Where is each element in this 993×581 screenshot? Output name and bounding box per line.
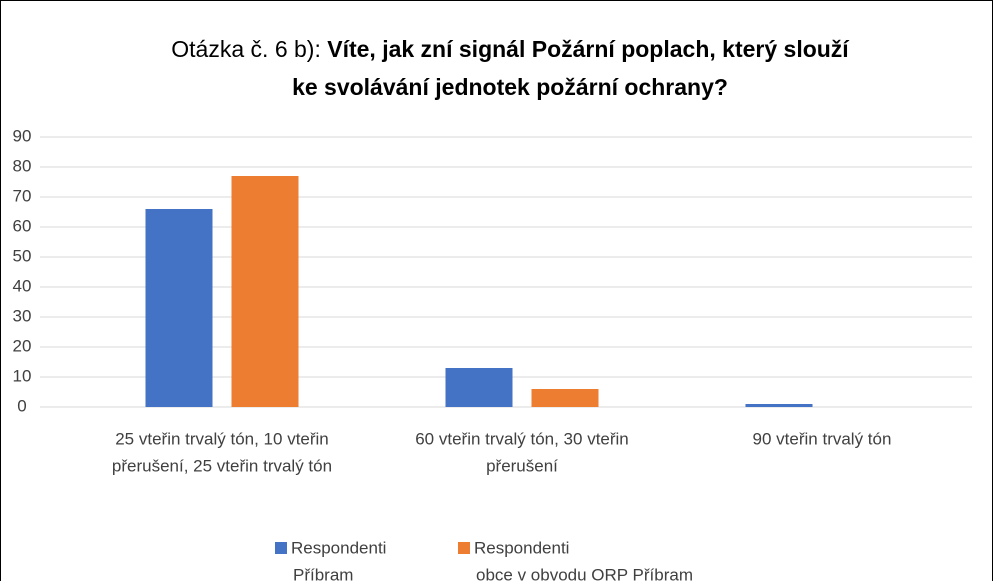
y-tick-label: 30 (13, 306, 32, 325)
chart-title: ke svolávání jednotek požární ochrany? (292, 74, 728, 100)
y-tick-label: 50 (13, 246, 32, 265)
y-tick-label: 80 (13, 156, 32, 175)
chart-title: Otázka č. 6 b): Víte, jak zní signál Pož… (171, 36, 850, 62)
title-prefix: Otázka č. 6 b): (171, 36, 321, 62)
y-tick-label: 70 (13, 186, 32, 205)
y-tick-label: 20 (13, 336, 32, 355)
title-line: Víte, jak zní signál Požární poplach, kt… (327, 36, 850, 62)
y-tick-label: 60 (13, 216, 32, 235)
legend-swatch (458, 542, 470, 554)
y-tick-label: 0 (17, 396, 26, 415)
y-tick-label: 10 (13, 366, 32, 385)
x-tick-label: přerušení, 25 vteřin trvalý tón (112, 456, 332, 475)
bar (145, 209, 213, 407)
x-tick-label: 60 vteřin trvalý tón, 30 vteřin (415, 429, 629, 448)
bar (445, 368, 513, 407)
bar (231, 176, 299, 407)
bar (531, 389, 599, 407)
y-tick-label: 90 (13, 126, 32, 145)
legend-swatch (275, 542, 287, 554)
x-tick-label: přerušení (486, 456, 558, 475)
legend-label: Respondenti (291, 538, 386, 557)
x-tick-label: 25 vteřin trvalý tón, 10 vteřin (115, 429, 329, 448)
legend-label: Příbram (293, 565, 353, 581)
x-tick-label: 90 vteřin trvalý tón (753, 429, 892, 448)
bar (745, 404, 813, 407)
legend-label: obce v obvodu ORP Příbram (476, 565, 693, 581)
y-tick-label: 40 (13, 276, 32, 295)
legend-label: Respondenti (474, 538, 569, 557)
